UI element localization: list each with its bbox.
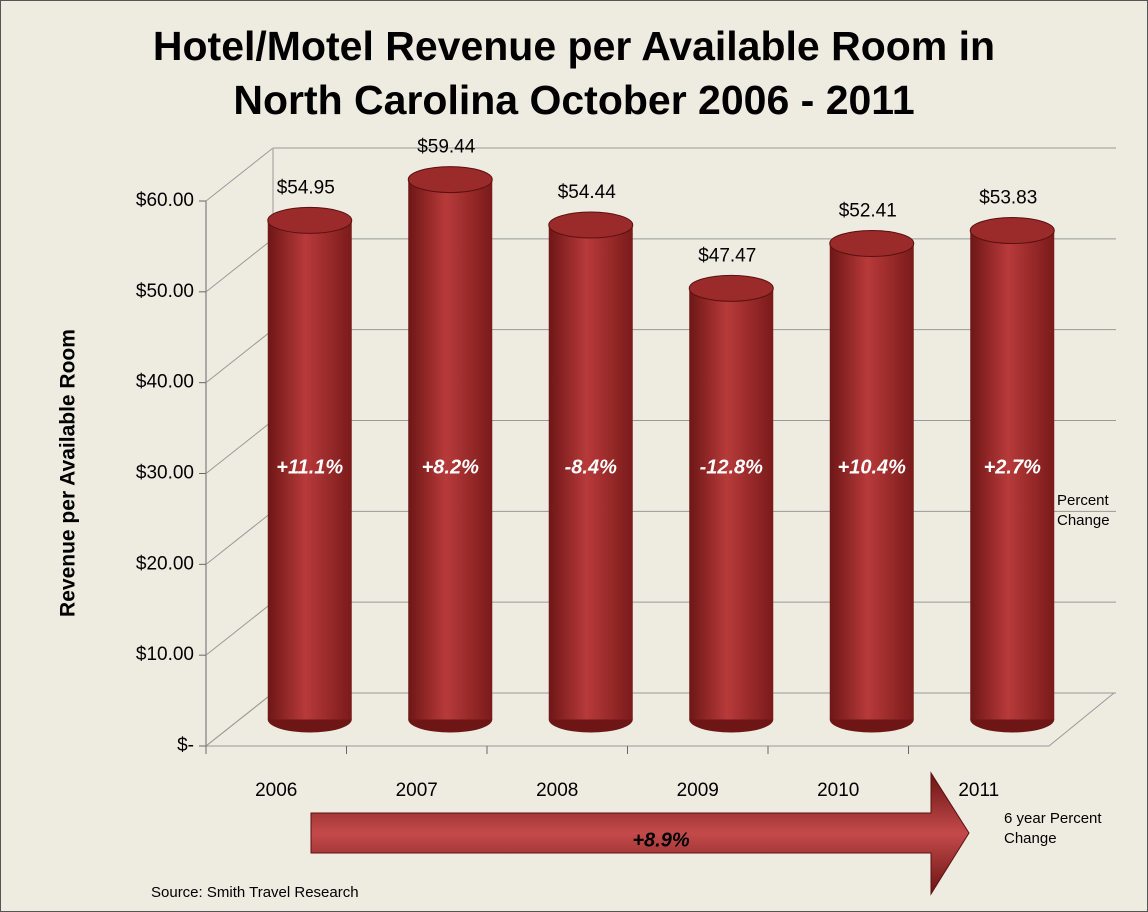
value-label: $47.47 bbox=[698, 245, 756, 266]
bar bbox=[829, 243, 914, 720]
x-tick-label: 2006 bbox=[255, 780, 297, 801]
grid-line bbox=[205, 692, 274, 747]
bar bbox=[548, 225, 633, 720]
grid-line bbox=[205, 510, 274, 565]
percent-change: +8.2% bbox=[422, 456, 479, 478]
grid-line bbox=[205, 147, 274, 202]
x-tick-label: 2011 bbox=[958, 780, 999, 801]
x-tick-label: 2007 bbox=[396, 780, 438, 801]
y-tick-label: $30.00 bbox=[136, 463, 194, 484]
percent-change: -12.8% bbox=[700, 456, 764, 478]
grid-line bbox=[205, 601, 274, 656]
bar-top bbox=[688, 274, 774, 302]
y-tick-label: $50.00 bbox=[136, 281, 194, 302]
percent-change-label: Percent Change bbox=[1057, 492, 1110, 529]
y-tick-label: $60.00 bbox=[136, 190, 194, 211]
value-label: $54.95 bbox=[277, 177, 335, 198]
x-tick-label: 2010 bbox=[817, 780, 859, 801]
value-label: $59.44 bbox=[417, 137, 476, 158]
y-tick-label: $- bbox=[177, 735, 194, 756]
bar-top bbox=[829, 229, 915, 257]
total-change-label: 6 year Percent Change bbox=[1004, 810, 1102, 847]
value-label: $54.44 bbox=[558, 182, 617, 203]
change-arrow bbox=[310, 771, 970, 896]
percent-change: +2.7% bbox=[984, 456, 1041, 478]
bar bbox=[689, 288, 774, 720]
value-label: $53.83 bbox=[979, 188, 1037, 209]
bar bbox=[408, 179, 493, 720]
total-change: +8.9% bbox=[632, 829, 689, 851]
percent-change: +11.1% bbox=[276, 456, 343, 478]
y-tick-label: $20.00 bbox=[136, 553, 194, 574]
x-tick-label: 2009 bbox=[677, 780, 719, 801]
x-tick-label: 2008 bbox=[536, 780, 578, 801]
bar-top bbox=[548, 211, 634, 239]
source: Source: Smith Travel Research bbox=[151, 884, 359, 901]
y-tick-label: $40.00 bbox=[136, 372, 194, 393]
bar-top bbox=[267, 206, 353, 234]
bar bbox=[267, 220, 352, 720]
bar-top bbox=[407, 166, 493, 194]
value-label: $52.41 bbox=[839, 200, 897, 221]
grid-line bbox=[205, 420, 274, 474]
bar bbox=[970, 230, 1055, 720]
grid-line bbox=[205, 238, 274, 293]
y-tick-label: $10.00 bbox=[136, 644, 194, 665]
percent-change: -8.4% bbox=[565, 456, 617, 478]
y-axis-label: Revenue per Available Room bbox=[57, 329, 80, 617]
percent-change: +10.4% bbox=[838, 456, 907, 478]
bar-top bbox=[969, 217, 1055, 245]
chart-title: Hotel/Motel Revenue per Available Room i… bbox=[152, 23, 996, 123]
grid-line bbox=[205, 329, 274, 384]
